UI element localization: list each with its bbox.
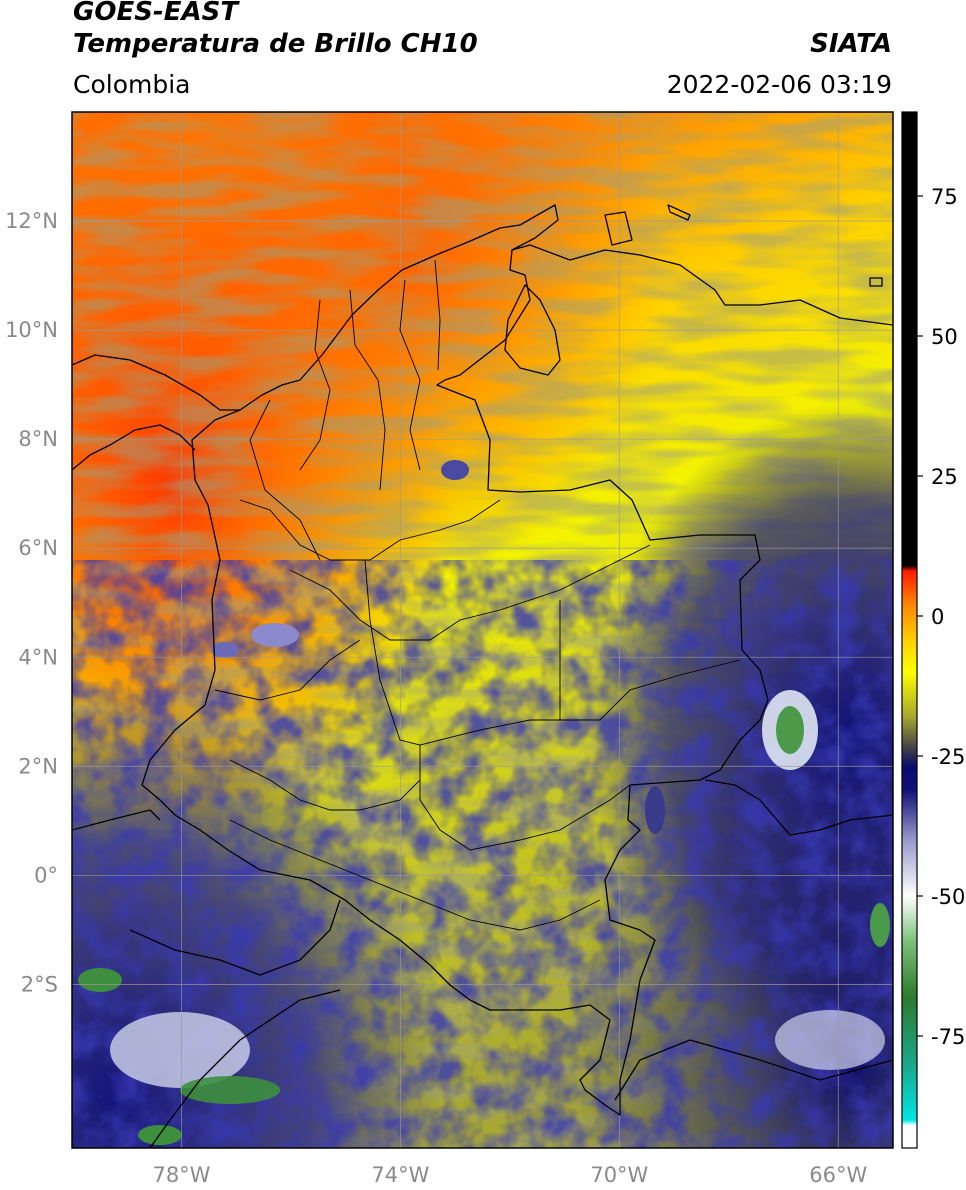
graticule (72, 112, 893, 1148)
colorbar-tick-label: -75 (931, 1025, 965, 1049)
venezuela-coast (511, 244, 893, 326)
brightness-temperature-field (72, 112, 893, 1148)
lon-tick-label: 78°W (152, 1163, 210, 1187)
colorbar-ticks: 75 50 25 0 -25 -50 -75 (917, 185, 965, 1049)
venezuela-colombia-east (704, 779, 893, 836)
lat-tick-label: 10°N (5, 318, 58, 342)
lat-tick-label: 4°N (18, 645, 58, 669)
ecuador-peru-border (72, 809, 161, 831)
ecuador-south (129, 899, 341, 976)
maracaibo-lake (504, 284, 561, 376)
lat-tick-label: 12°N (5, 209, 58, 233)
colorbar-tick-label: -25 (931, 745, 965, 769)
map-frame (71, 111, 894, 1149)
colombia-border (141, 204, 769, 1116)
region-label: Colombia (73, 70, 191, 99)
lon-tick-label: 66°W (809, 1163, 867, 1187)
lat-tick-label: 2°N (18, 754, 58, 778)
colorbar-tick-label: -50 (931, 885, 965, 909)
lat-tick-label: 6°N (18, 536, 58, 560)
peru-brazil-border (149, 989, 341, 1148)
colorbar-tick-label: 0 (931, 605, 944, 629)
brazil-venezuela (614, 1039, 893, 1101)
country-borders (72, 204, 893, 1148)
colorbar-tick-label: 25 (931, 465, 958, 489)
colorbar-tick-label: 50 (931, 325, 958, 349)
longitude-tick-labels: 78°W 74°W 70°W 66°W (152, 1163, 867, 1187)
aruba (604, 211, 633, 246)
colorbar-tick-label: 75 (931, 185, 958, 209)
lat-tick-label: 0° (34, 863, 58, 887)
latitude-tick-labels: 12°N 10°N 8°N 6°N 4°N 2°N 0° 2°S (5, 209, 58, 996)
satellite-title: GOES-EAST (73, 0, 239, 27)
lon-tick-label: 70°W (590, 1163, 648, 1187)
timestamp-label: 2022-02-06 03:19 (666, 70, 892, 99)
curacao (667, 204, 691, 221)
lon-tick-label: 74°W (371, 1163, 429, 1187)
colorbar: 75 50 25 0 -25 -50 -75 (901, 111, 965, 1149)
panama-south-coast (72, 424, 196, 471)
product-title: Temperatura de Brillo CH10 (73, 29, 478, 59)
department-borders (214, 259, 741, 931)
lat-tick-label: 8°N (18, 427, 58, 451)
lat-tick-label: 2°S (21, 972, 58, 996)
trinidad (869, 277, 883, 287)
panama-isthmus (72, 354, 240, 411)
organization-label: SIATA (810, 29, 892, 59)
colorbar-scale (901, 111, 918, 1149)
cold-cloud-tops (78, 460, 890, 1145)
